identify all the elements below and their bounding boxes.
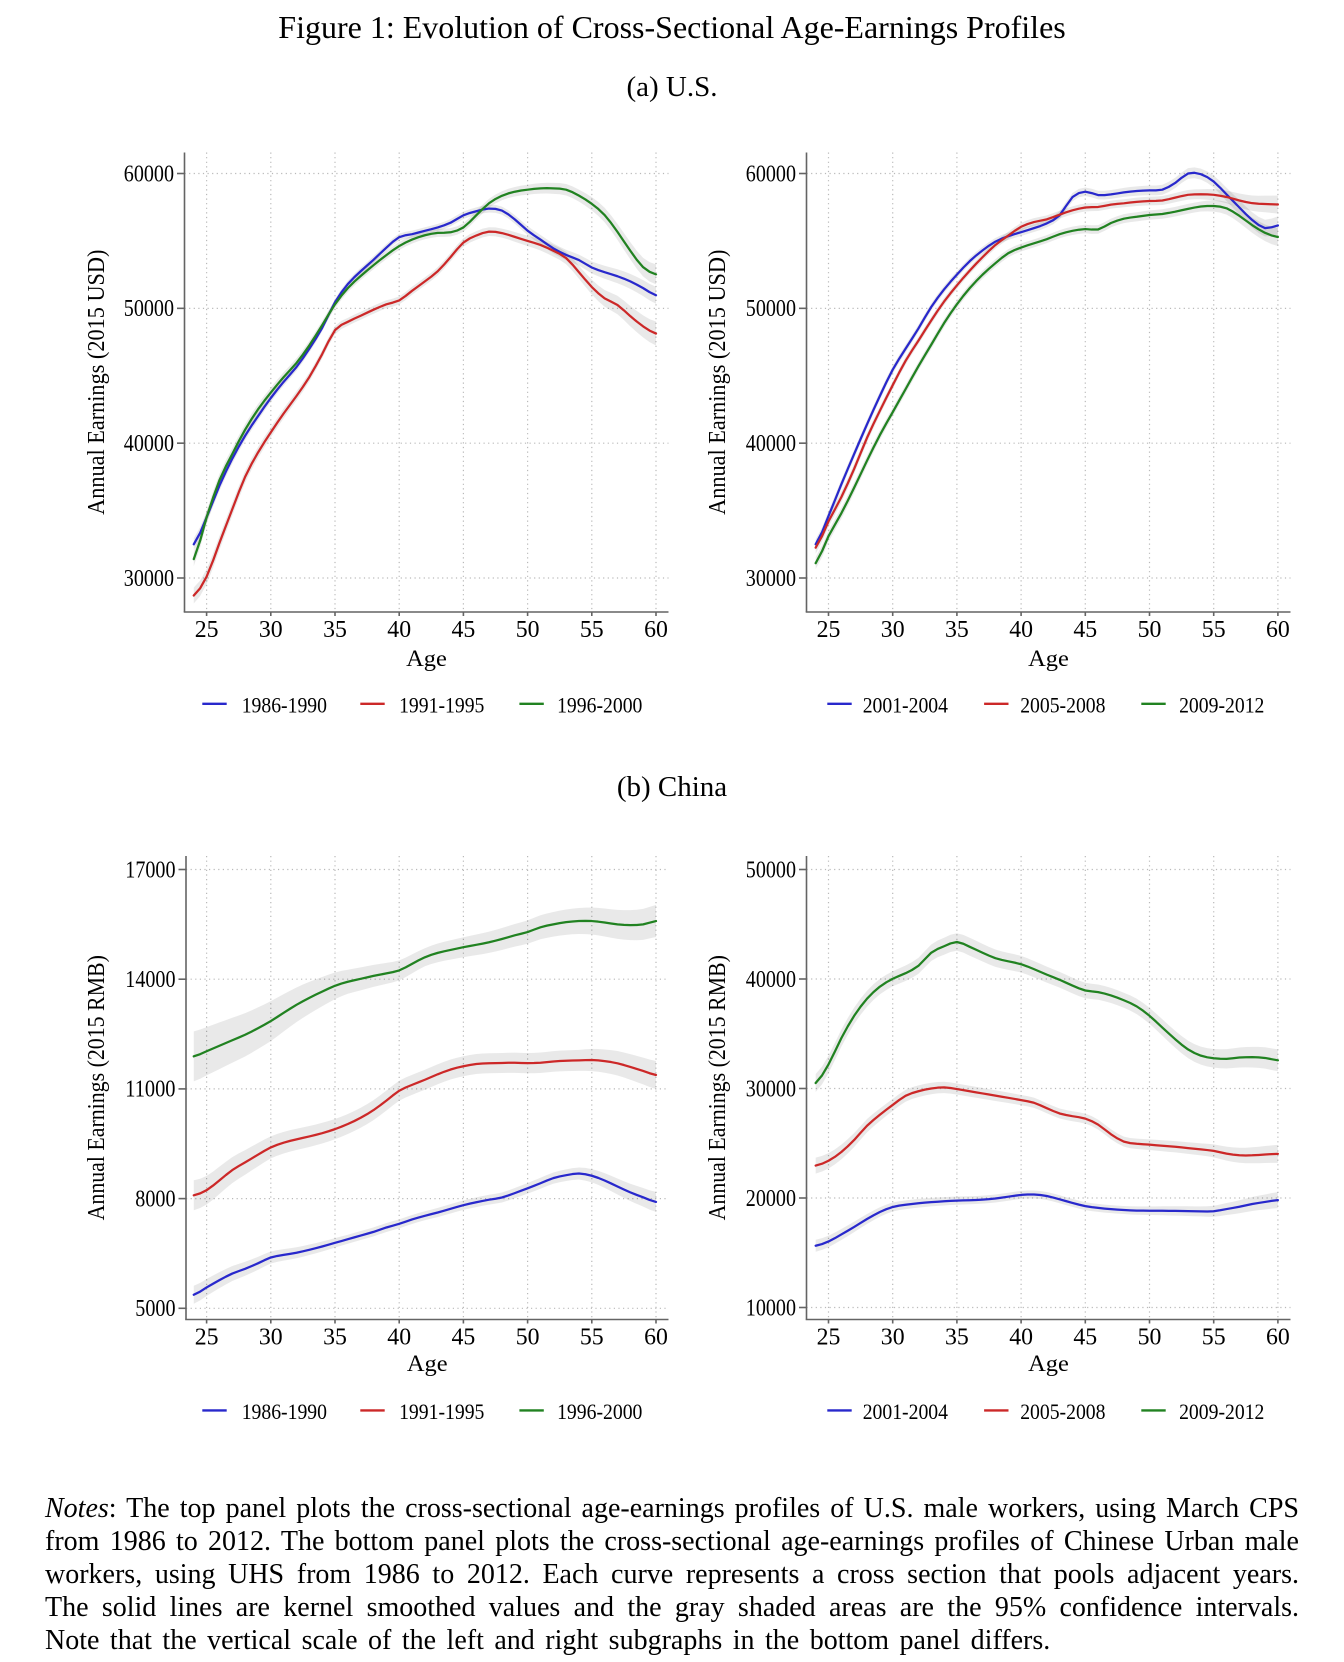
svg-text:50000: 50000 [746,296,796,322]
svg-text:40: 40 [387,617,411,643]
svg-text:55: 55 [580,617,604,643]
svg-text:1991-1995: 1991-1995 [399,1399,484,1424]
svg-text:Annual Earnings (2015 USD): Annual Earnings (2015 USD) [84,250,110,515]
svg-text:2009-2012: 2009-2012 [1179,693,1264,718]
svg-text:60: 60 [1266,617,1290,643]
svg-text:25: 25 [817,617,841,643]
svg-text:50000: 50000 [124,296,174,322]
svg-text:1996-2000: 1996-2000 [557,1399,642,1424]
svg-text:40: 40 [387,1325,411,1351]
svg-text:60: 60 [644,617,668,643]
svg-text:11000: 11000 [125,1077,175,1103]
svg-text:60000: 60000 [746,161,796,187]
svg-text:30000: 30000 [746,1076,796,1102]
svg-text:45: 45 [1073,617,1097,643]
svg-text:30: 30 [881,1325,905,1351]
svg-text:55: 55 [580,1325,604,1351]
svg-text:Annual Earnings (2015 RMB): Annual Earnings (2015 RMB) [84,955,110,1220]
svg-text:50: 50 [1138,1325,1162,1351]
svg-text:Age: Age [407,1351,448,1376]
svg-text:50: 50 [1138,617,1162,643]
svg-text:45: 45 [452,617,476,643]
svg-text:45: 45 [1073,1325,1097,1351]
svg-text:2009-2012: 2009-2012 [1179,1399,1264,1424]
svg-text:50: 50 [516,1325,540,1351]
svg-text:25: 25 [195,617,219,643]
svg-text:Annual Earnings (2015 USD): Annual Earnings (2015 USD) [705,250,731,515]
svg-text:2005-2008: 2005-2008 [1020,693,1105,718]
svg-text:60: 60 [644,1325,668,1351]
svg-text:60: 60 [1266,1325,1290,1351]
svg-text:5000: 5000 [135,1296,175,1322]
svg-text:25: 25 [195,1325,219,1351]
svg-text:35: 35 [945,617,969,643]
svg-text:40: 40 [1009,1325,1033,1351]
svg-text:30: 30 [259,617,283,643]
svg-text:17000: 17000 [125,857,175,883]
svg-text:2005-2008: 2005-2008 [1020,1399,1105,1424]
svg-text:60000: 60000 [124,161,174,187]
svg-text:55: 55 [1202,617,1226,643]
svg-text:50: 50 [516,617,540,643]
svg-text:1991-1995: 1991-1995 [399,693,484,718]
svg-text:40000: 40000 [124,431,174,457]
svg-text:35: 35 [945,1325,969,1351]
svg-text:1986-1990: 1986-1990 [242,693,327,718]
svg-text:Age: Age [1028,646,1069,671]
svg-text:20000: 20000 [746,1186,796,1212]
svg-text:2001-2004: 2001-2004 [863,693,948,718]
svg-text:50000: 50000 [746,857,796,883]
svg-text:30000: 30000 [124,566,174,592]
svg-text:Annual Earnings (2015 RMB): Annual Earnings (2015 RMB) [705,955,731,1220]
svg-text:55: 55 [1202,1325,1226,1351]
svg-text:35: 35 [323,1325,347,1351]
svg-text:30: 30 [259,1325,283,1351]
svg-text:10000: 10000 [746,1295,796,1321]
svg-text:2001-2004: 2001-2004 [863,1399,948,1424]
svg-text:Age: Age [1028,1351,1069,1376]
svg-text:25: 25 [817,1325,841,1351]
svg-text:40000: 40000 [746,967,796,993]
svg-text:1986-1990: 1986-1990 [242,1399,327,1424]
svg-text:40000: 40000 [746,431,796,457]
svg-text:40: 40 [1009,617,1033,643]
svg-text:1996-2000: 1996-2000 [557,693,642,718]
svg-text:8000: 8000 [135,1186,175,1212]
svg-text:35: 35 [323,617,347,643]
svg-text:30000: 30000 [746,566,796,592]
svg-text:30: 30 [881,617,905,643]
svg-text:Age: Age [406,646,447,671]
svg-text:14000: 14000 [125,967,175,993]
svg-text:45: 45 [452,1325,476,1351]
